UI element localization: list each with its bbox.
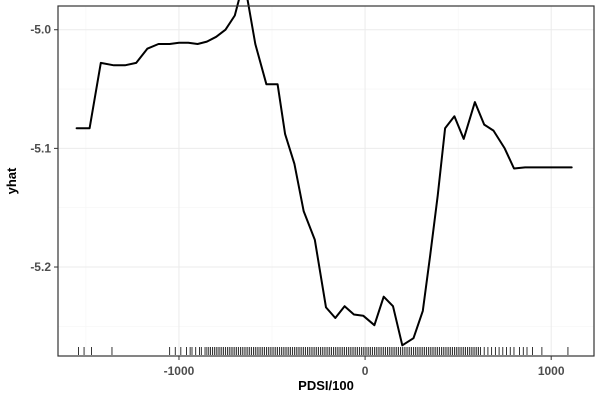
y-tick-label: -5.0 — [30, 23, 51, 37]
y-tick-label: -5.2 — [30, 260, 51, 274]
y-axis-title: yhat — [4, 167, 19, 194]
x-tick-label: -1000 — [164, 364, 195, 378]
plot-panel — [58, 6, 594, 356]
x-tick-label: 0 — [362, 364, 369, 378]
y-axis: -5.2 -5.1 -5.0 — [30, 23, 58, 274]
x-axis: -1000 0 1000 — [164, 356, 565, 378]
plot-frame — [57, 5, 595, 357]
series-line — [75, 0, 573, 347]
rug-marks — [78, 347, 569, 355]
x-tick-label: 1000 — [538, 364, 565, 378]
x-axis-title: PDSI/100 — [298, 378, 354, 393]
y-tick-label: -5.1 — [30, 141, 51, 155]
